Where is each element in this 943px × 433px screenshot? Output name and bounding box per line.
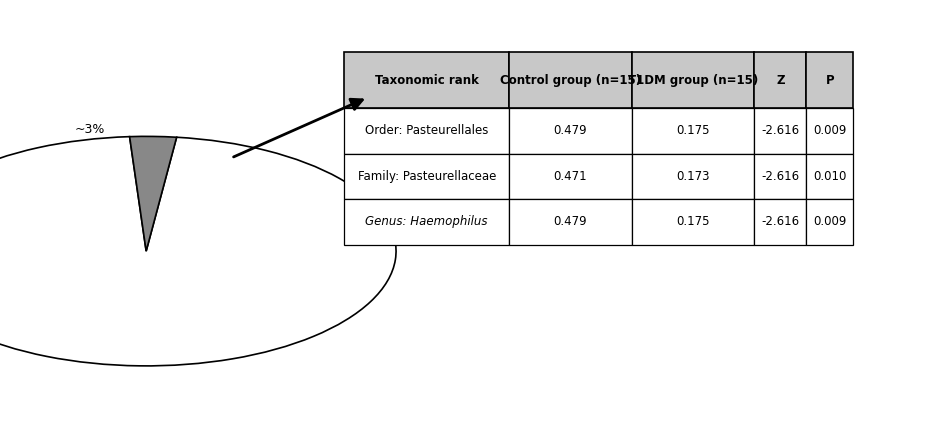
Bar [509,154,632,199]
Text: 0.175: 0.175 [676,215,710,229]
Text: ~3%: ~3% [74,123,105,136]
Text: Control group (n=15): Control group (n=15) [500,74,641,87]
Text: 0.009: 0.009 [813,215,847,229]
Text: -2.616: -2.616 [761,124,800,138]
Bar [344,199,509,245]
Text: Family: Pasteurellaceae: Family: Pasteurellaceae [357,170,496,183]
Text: Taxonomic rank: Taxonomic rank [374,74,479,87]
Bar [806,154,853,199]
Bar [806,52,853,108]
Bar [344,108,509,154]
Text: Genus: Haemophilus: Genus: Haemophilus [366,215,488,229]
Text: 0.479: 0.479 [554,215,587,229]
Bar [344,154,509,199]
Bar [632,199,754,245]
Text: Order: Pasteurellales: Order: Pasteurellales [365,124,488,138]
Bar [509,199,632,245]
Bar [754,199,806,245]
Text: 0.175: 0.175 [676,124,710,138]
Text: -2.616: -2.616 [761,170,800,183]
Text: 0.010: 0.010 [813,170,847,183]
Bar [754,52,806,108]
Wedge shape [0,137,396,366]
Text: T1DM group (n=15): T1DM group (n=15) [628,74,758,87]
Bar [632,154,754,199]
Bar [632,108,754,154]
Bar [509,52,632,108]
Bar [344,52,509,108]
Text: 0.173: 0.173 [676,170,710,183]
Text: 0.471: 0.471 [554,170,587,183]
Bar [509,108,632,154]
Wedge shape [129,136,176,251]
Text: P: P [825,74,835,87]
Text: 0.009: 0.009 [813,124,847,138]
Bar [806,199,853,245]
Text: Z: Z [776,74,785,87]
Text: -2.616: -2.616 [761,215,800,229]
Bar [806,108,853,154]
Text: 0.479: 0.479 [554,124,587,138]
Bar [754,108,806,154]
Bar [754,154,806,199]
Bar [632,52,754,108]
